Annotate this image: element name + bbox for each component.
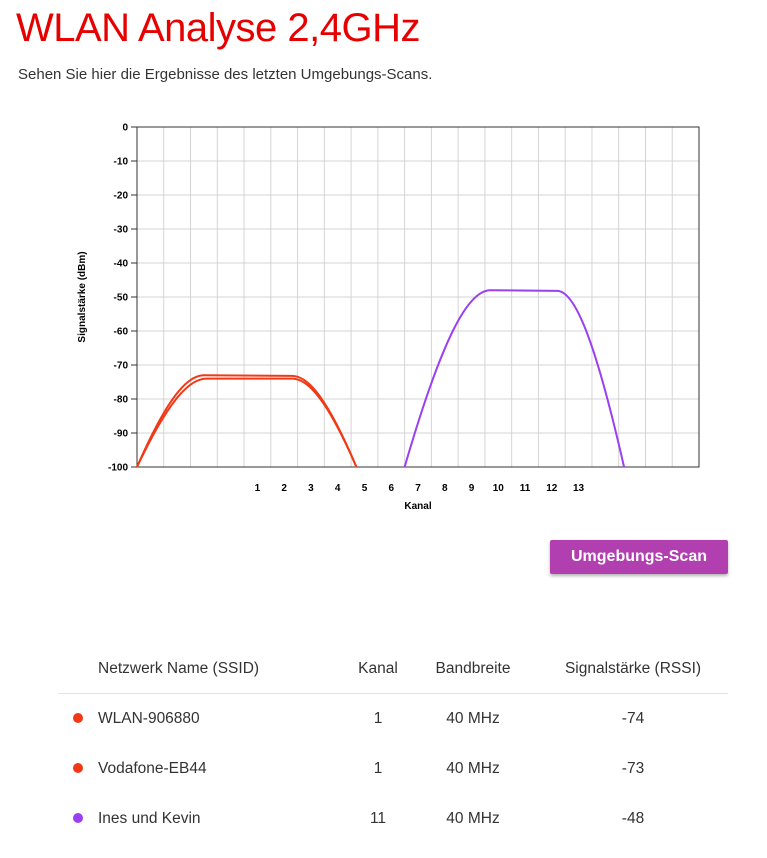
page-subtitle: Sehen Sie hier die Ergebnisse des letzte… bbox=[18, 66, 433, 83]
header-channel: Kanal bbox=[348, 645, 408, 694]
network-bandwidth: 40 MHz bbox=[446, 760, 500, 777]
network-table: Netzwerk Name (SSID) Kanal Bandbreite Si… bbox=[58, 645, 728, 844]
x-tick-label: 7 bbox=[415, 483, 421, 494]
table-row: Ines und Kevin 11 40 MHz -48 bbox=[58, 794, 728, 844]
x-tick-label: 6 bbox=[388, 483, 394, 494]
x-axis-label: Kanal bbox=[404, 501, 431, 512]
y-tick-label: -90 bbox=[114, 429, 129, 440]
header-rssi: Signalstärke (RSSI) bbox=[538, 645, 728, 694]
x-tick-label: 10 bbox=[493, 483, 505, 494]
y-tick-label: -10 bbox=[114, 157, 129, 168]
x-tick-label: 2 bbox=[281, 483, 287, 494]
y-tick-label: -50 bbox=[114, 293, 129, 304]
series-line-3 bbox=[403, 289, 626, 468]
network-channel: 1 bbox=[373, 710, 383, 727]
x-tick-label: 4 bbox=[335, 483, 341, 494]
y-tick-label: -80 bbox=[114, 395, 129, 406]
y-axis-label: Signalstärke (dBm) bbox=[77, 251, 88, 342]
header-ssid: Netzwerk Name (SSID) bbox=[98, 645, 348, 694]
y-tick-label: 0 bbox=[122, 123, 128, 134]
network-color-dot bbox=[73, 713, 83, 723]
x-tick-label: 9 bbox=[469, 483, 475, 494]
network-color-dot bbox=[73, 763, 83, 773]
chart-axes bbox=[131, 126, 700, 468]
network-rssi: -48 bbox=[621, 810, 645, 827]
table-row: Vodafone-EB44 1 40 MHz -73 bbox=[58, 744, 728, 794]
header-bandwidth: Bandbreite bbox=[408, 645, 538, 694]
y-tick-label: -20 bbox=[114, 191, 129, 202]
header-color bbox=[58, 645, 98, 694]
network-color-dot bbox=[73, 813, 83, 823]
series-line-2 bbox=[136, 374, 358, 468]
x-tick-label: 12 bbox=[546, 483, 558, 494]
x-tick-label: 11 bbox=[520, 483, 531, 494]
y-tick-label: -40 bbox=[114, 259, 129, 270]
chart-series bbox=[136, 289, 626, 468]
y-tick-label: -70 bbox=[114, 361, 129, 372]
network-rssi: -74 bbox=[621, 710, 645, 727]
network-channel: 11 bbox=[369, 810, 387, 827]
y-tick-label: -30 bbox=[114, 225, 129, 236]
x-tick-label: 3 bbox=[308, 483, 314, 494]
x-tick-label: 1 bbox=[255, 483, 261, 494]
y-tick-label: -60 bbox=[114, 327, 129, 338]
network-rssi: -73 bbox=[621, 760, 645, 777]
table-header-row: Netzwerk Name (SSID) Kanal Bandbreite Si… bbox=[58, 645, 728, 694]
network-bandwidth: 40 MHz bbox=[446, 710, 500, 727]
x-tick-label: 13 bbox=[573, 483, 585, 494]
x-tick-label: 8 bbox=[442, 483, 448, 494]
y-tick-label: -100 bbox=[108, 463, 128, 474]
x-tick-label: 5 bbox=[362, 483, 368, 494]
network-ssid: Ines und Kevin bbox=[98, 810, 201, 827]
network-channel: 1 bbox=[373, 760, 383, 777]
network-bandwidth: 40 MHz bbox=[446, 810, 500, 827]
table-row: WLAN-906880 1 40 MHz -74 bbox=[58, 694, 728, 745]
chart-grid bbox=[137, 127, 699, 467]
network-ssid: WLAN-906880 bbox=[98, 710, 200, 727]
page-title: WLAN Analyse 2,4GHz bbox=[16, 6, 421, 50]
network-ssid: Vodafone-EB44 bbox=[98, 760, 207, 777]
umgebungs-scan-button[interactable]: Umgebungs-Scan bbox=[550, 540, 728, 574]
series-line-1 bbox=[136, 377, 358, 468]
plot-frame bbox=[136, 126, 700, 468]
